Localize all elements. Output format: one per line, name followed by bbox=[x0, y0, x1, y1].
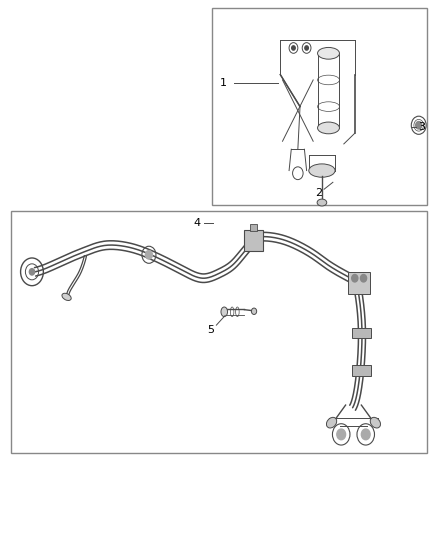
Circle shape bbox=[416, 122, 422, 129]
Circle shape bbox=[305, 46, 308, 50]
Text: 1: 1 bbox=[220, 78, 227, 87]
Circle shape bbox=[352, 274, 358, 282]
Text: 5: 5 bbox=[207, 326, 214, 335]
Ellipse shape bbox=[318, 122, 339, 134]
Bar bbox=[250, 224, 257, 231]
Bar bbox=[212, 8, 427, 205]
Ellipse shape bbox=[309, 164, 335, 177]
Text: 4: 4 bbox=[194, 218, 201, 228]
Bar bbox=[11, 211, 427, 453]
Bar bbox=[244, 230, 263, 251]
Ellipse shape bbox=[326, 417, 337, 428]
Text: 2: 2 bbox=[315, 188, 322, 198]
Ellipse shape bbox=[251, 308, 257, 314]
Bar bbox=[352, 328, 371, 338]
Ellipse shape bbox=[370, 417, 381, 428]
Circle shape bbox=[337, 429, 346, 440]
Ellipse shape bbox=[318, 47, 339, 59]
Ellipse shape bbox=[317, 199, 327, 206]
Ellipse shape bbox=[62, 293, 71, 301]
Bar bbox=[348, 272, 370, 294]
Circle shape bbox=[29, 269, 35, 275]
Circle shape bbox=[360, 274, 367, 282]
Circle shape bbox=[361, 429, 370, 440]
Ellipse shape bbox=[221, 307, 228, 317]
Circle shape bbox=[292, 46, 295, 50]
Bar bbox=[352, 365, 371, 376]
Circle shape bbox=[145, 251, 152, 259]
Text: 3: 3 bbox=[418, 122, 425, 132]
